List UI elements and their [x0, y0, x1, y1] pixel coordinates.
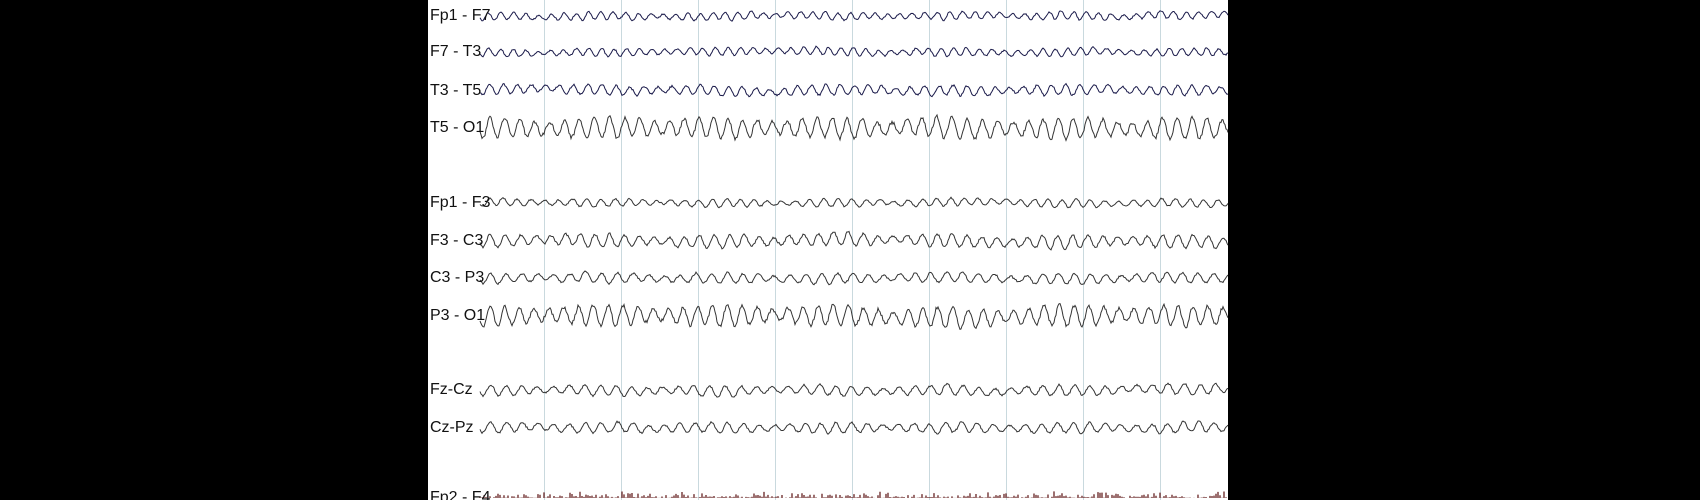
gridline — [544, 0, 545, 500]
channel-label-fz-cz: Fz-Cz — [430, 381, 473, 398]
gridline — [698, 0, 699, 500]
eeg-trace — [479, 10, 1228, 22]
channel-label-fp1-f3: Fp1 - F3 — [430, 194, 491, 211]
eeg-trace — [479, 82, 1228, 98]
gridline — [775, 0, 776, 500]
channel-label-cz-pz: Cz-Pz — [430, 419, 474, 436]
eeg-traces — [479, 10, 1228, 498]
channel-label-t5-o1: T5 - O1 — [430, 119, 485, 136]
gridline — [852, 0, 853, 500]
channel-label-f3-c3: F3 - C3 — [430, 232, 484, 249]
gridline — [1083, 0, 1084, 500]
eeg-trace — [479, 302, 1228, 331]
gridline — [1006, 0, 1007, 500]
channel-label-fp2-f4: Fp2 - F4 — [430, 489, 491, 500]
eeg-trace — [479, 382, 1228, 398]
channel-label-f7-t3: F7 - T3 — [430, 43, 482, 60]
eeg-trace — [479, 230, 1228, 251]
eeg-trace — [479, 270, 1228, 286]
eeg-trace — [479, 491, 1227, 498]
eeg-trace — [479, 420, 1228, 435]
channel-label-p3-o1: P3 - O1 — [430, 307, 486, 324]
eeg-montage-panel: Fp1 - F7 F7 - T3 T3 - T5 T5 - O1 Fp1 - F… — [428, 0, 1228, 500]
gridline — [929, 0, 930, 500]
eeg-trace — [479, 113, 1228, 142]
gridline — [621, 0, 622, 500]
eeg-trace — [479, 196, 1228, 209]
eeg-trace — [479, 45, 1228, 58]
gridline — [1160, 0, 1161, 500]
channel-label-c3-p3: C3 - P3 — [430, 269, 485, 286]
channel-label-t3-t5: T3 - T5 — [430, 82, 482, 99]
channel-label-fp1-f7: Fp1 - F7 — [430, 7, 491, 24]
